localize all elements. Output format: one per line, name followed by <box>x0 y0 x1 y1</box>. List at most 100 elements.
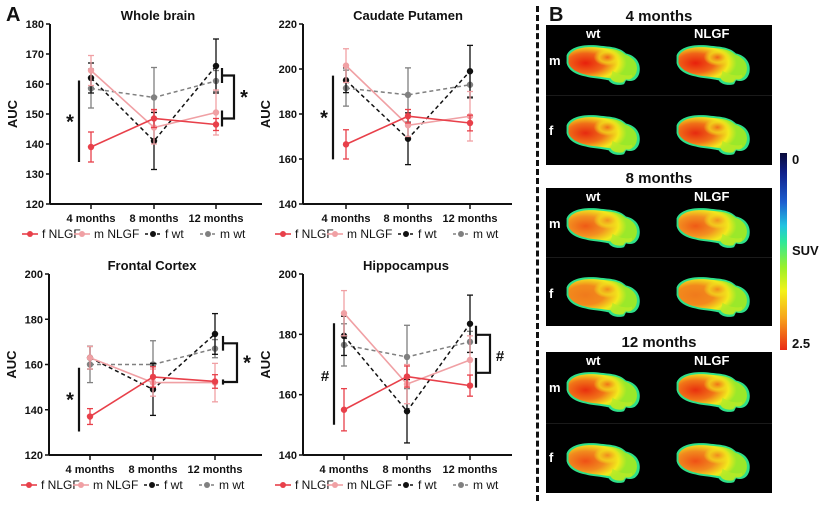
legend-marker <box>332 482 338 488</box>
brain-pet-image <box>566 277 640 317</box>
data-point <box>466 356 474 364</box>
x-tick-label: 12 months <box>187 464 242 476</box>
x-tick-label: 8 months <box>383 464 432 476</box>
legend-label: f NLGF <box>295 478 334 492</box>
data-point <box>466 382 474 389</box>
legend-label: f wt <box>164 478 183 492</box>
pet-image-grid: wt NLGF m <box>546 188 772 326</box>
y-tick-label: 180 <box>25 314 43 326</box>
brain-pet-image <box>676 208 750 248</box>
legend-marker <box>26 482 32 488</box>
data-point <box>86 413 94 420</box>
data-point <box>212 121 220 128</box>
x-tick-label: 8 months <box>384 213 433 225</box>
data-point <box>150 115 158 122</box>
x-tick-label: 8 months <box>130 213 179 225</box>
pet-row-label: m <box>549 216 561 231</box>
legend-marker <box>458 482 464 488</box>
pet-group-title: 4 months <box>625 8 693 25</box>
legend-label: f wt <box>165 227 184 241</box>
legend-marker <box>280 231 286 237</box>
legend-label: f NLGF <box>41 478 80 492</box>
series-line <box>90 65 217 143</box>
legend-label: m NLGF <box>93 478 138 492</box>
legend-label: m NLGF <box>347 478 392 492</box>
data-point <box>212 109 220 116</box>
legend-label: m wt <box>220 227 246 241</box>
data-point <box>150 94 158 101</box>
y-axis-label: AUC <box>4 350 19 379</box>
chart-hippocampus: Hippocampus 140 160 180 200 AUC 4 months 8 mont… <box>258 258 512 492</box>
series-f-nlgf <box>87 108 220 163</box>
pet-row-label: m <box>549 380 561 395</box>
significance-symbol: * <box>240 87 248 109</box>
pet-row-label: m <box>549 53 561 68</box>
pet-image-grid: wt NLGF m <box>546 352 772 493</box>
significance-symbol: * <box>66 111 74 133</box>
data-point <box>342 62 350 69</box>
chart-title: Frontal Cortex <box>108 258 198 273</box>
legend-marker <box>204 482 210 488</box>
legend-marker <box>403 231 409 237</box>
pet-column-label: NLGF <box>694 189 730 204</box>
legend-marker <box>149 482 155 488</box>
data-point <box>403 353 411 361</box>
brain-pet-image <box>676 277 750 317</box>
brain-pet-image <box>676 45 750 85</box>
chart-caudate-putamen: Caudate Putamen 140 160 180 200 220 AUC 4 month… <box>258 8 512 241</box>
legend-marker <box>458 231 464 237</box>
pet-column-label: NLGF <box>694 353 730 368</box>
significance-symbol: # <box>496 348 505 365</box>
suv-colorbar <box>780 153 787 350</box>
pet-group-title: 12 months <box>621 334 697 351</box>
chart-whole-brain: Whole brain 120 130 140 150 160 170 180 AUC 4 mon… <box>5 8 262 241</box>
data-point <box>404 113 412 120</box>
row-separator <box>546 95 772 96</box>
y-tick-label: 160 <box>25 360 43 372</box>
pet-column-label: wt <box>586 26 601 41</box>
colorbar-title: SUV <box>792 243 819 258</box>
y-tick-label: 180 <box>279 109 297 121</box>
y-axis-label: AUC <box>258 350 273 379</box>
pet-column-label: wt <box>586 189 601 204</box>
y-tick-label: 180 <box>279 329 297 341</box>
legend-marker <box>150 231 156 237</box>
x-tick-label: 12 months <box>442 213 497 225</box>
significance-bracket <box>222 74 236 120</box>
data-point <box>87 143 95 151</box>
data-point <box>466 320 474 327</box>
data-point <box>340 310 348 317</box>
legend-label: f wt <box>418 227 437 241</box>
legend: f NLGF m NLGF f wt m wt <box>275 227 499 241</box>
pet-row-label: f <box>549 286 554 301</box>
y-tick-label: 160 <box>279 390 297 402</box>
pet-image-grid: wt NLGF m <box>546 25 772 165</box>
significance-symbol: # <box>321 368 330 385</box>
data-point <box>404 91 412 99</box>
y-tick-label: 200 <box>279 269 297 281</box>
data-point <box>87 67 95 74</box>
legend-label: f NLGF <box>42 227 81 241</box>
legend-marker <box>27 231 33 237</box>
colorbar-min-label: 0 <box>792 152 800 167</box>
panel-b-label: B <box>549 4 564 26</box>
legend-label: m wt <box>219 478 245 492</box>
y-tick-label: 180 <box>26 19 44 31</box>
legend-label: m wt <box>473 478 499 492</box>
data-point <box>211 378 219 385</box>
brain-pet-image <box>676 372 750 412</box>
data-point <box>211 330 219 338</box>
x-tick-label: 4 months <box>322 213 371 225</box>
x-tick-label: 4 months <box>320 464 369 476</box>
y-axis-label: AUC <box>258 99 273 128</box>
y-tick-label: 170 <box>26 49 44 61</box>
y-tick-label: 160 <box>279 154 297 166</box>
data-point <box>403 408 411 415</box>
significance-symbol: * <box>66 390 74 412</box>
y-tick-label: 150 <box>26 109 44 121</box>
chart-title: Hippocampus <box>363 258 449 273</box>
pet-row-label: f <box>549 123 554 138</box>
x-tick-label: 4 months <box>67 213 116 225</box>
y-tick-label: 140 <box>279 199 297 211</box>
